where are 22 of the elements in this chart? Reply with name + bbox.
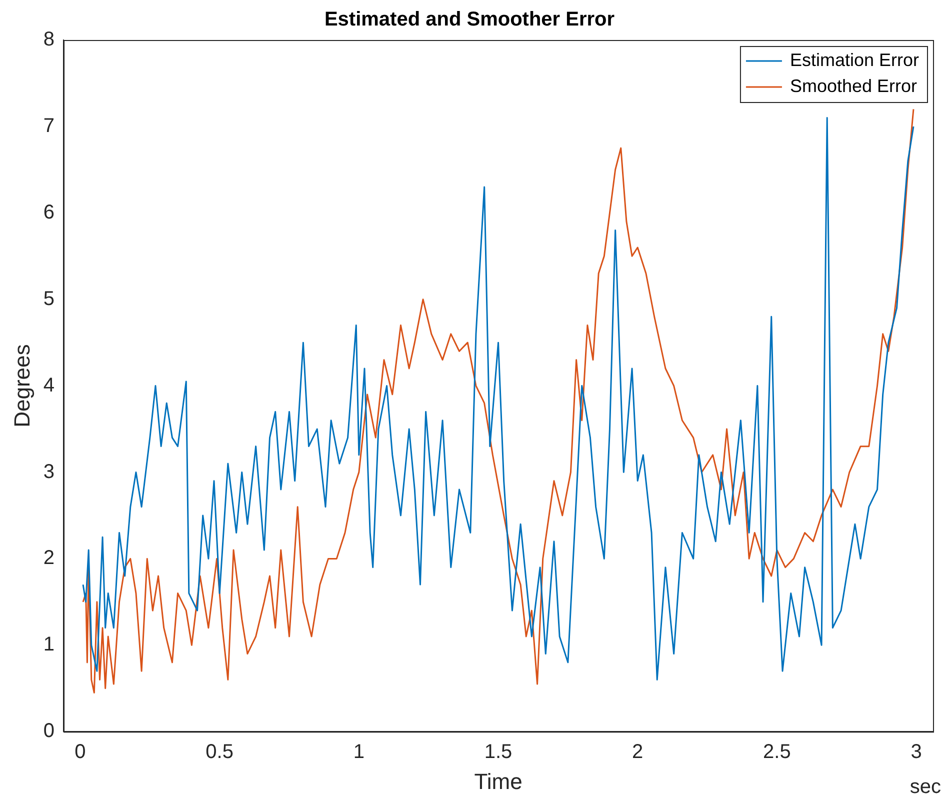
legend-label: Smoothed Error xyxy=(790,76,918,96)
y-tick-label: 7 xyxy=(43,114,55,137)
x-tick-label: 1.5 xyxy=(484,741,512,764)
text: sec xyxy=(910,776,941,798)
y-tick-label: 1 xyxy=(43,634,55,656)
x-tick-label: 1 xyxy=(353,741,364,764)
y-tick-label: 4 xyxy=(43,374,55,396)
y-axis-title: Degrees xyxy=(9,344,34,428)
x-axis-title: Time xyxy=(474,768,522,794)
chart-title: Estimated and Smoother Error xyxy=(324,8,615,31)
x-tick-label: 0.5 xyxy=(206,741,234,764)
y-tick-label: 8 xyxy=(43,28,55,51)
y-tick-label: 6 xyxy=(43,201,55,224)
x-tick-label: 2 xyxy=(632,741,644,764)
y-tick-label: 3 xyxy=(43,460,55,483)
legend-label: Estimation Error xyxy=(790,50,920,70)
y-tick-label: 2 xyxy=(43,547,55,570)
y-tick-label: 5 xyxy=(43,288,55,310)
x-tick-label: 0 xyxy=(74,741,86,764)
x-tick-label: 3 xyxy=(910,741,922,764)
x-tick-label: 2.5 xyxy=(763,741,791,764)
y-tick-label: 0 xyxy=(43,720,55,742)
